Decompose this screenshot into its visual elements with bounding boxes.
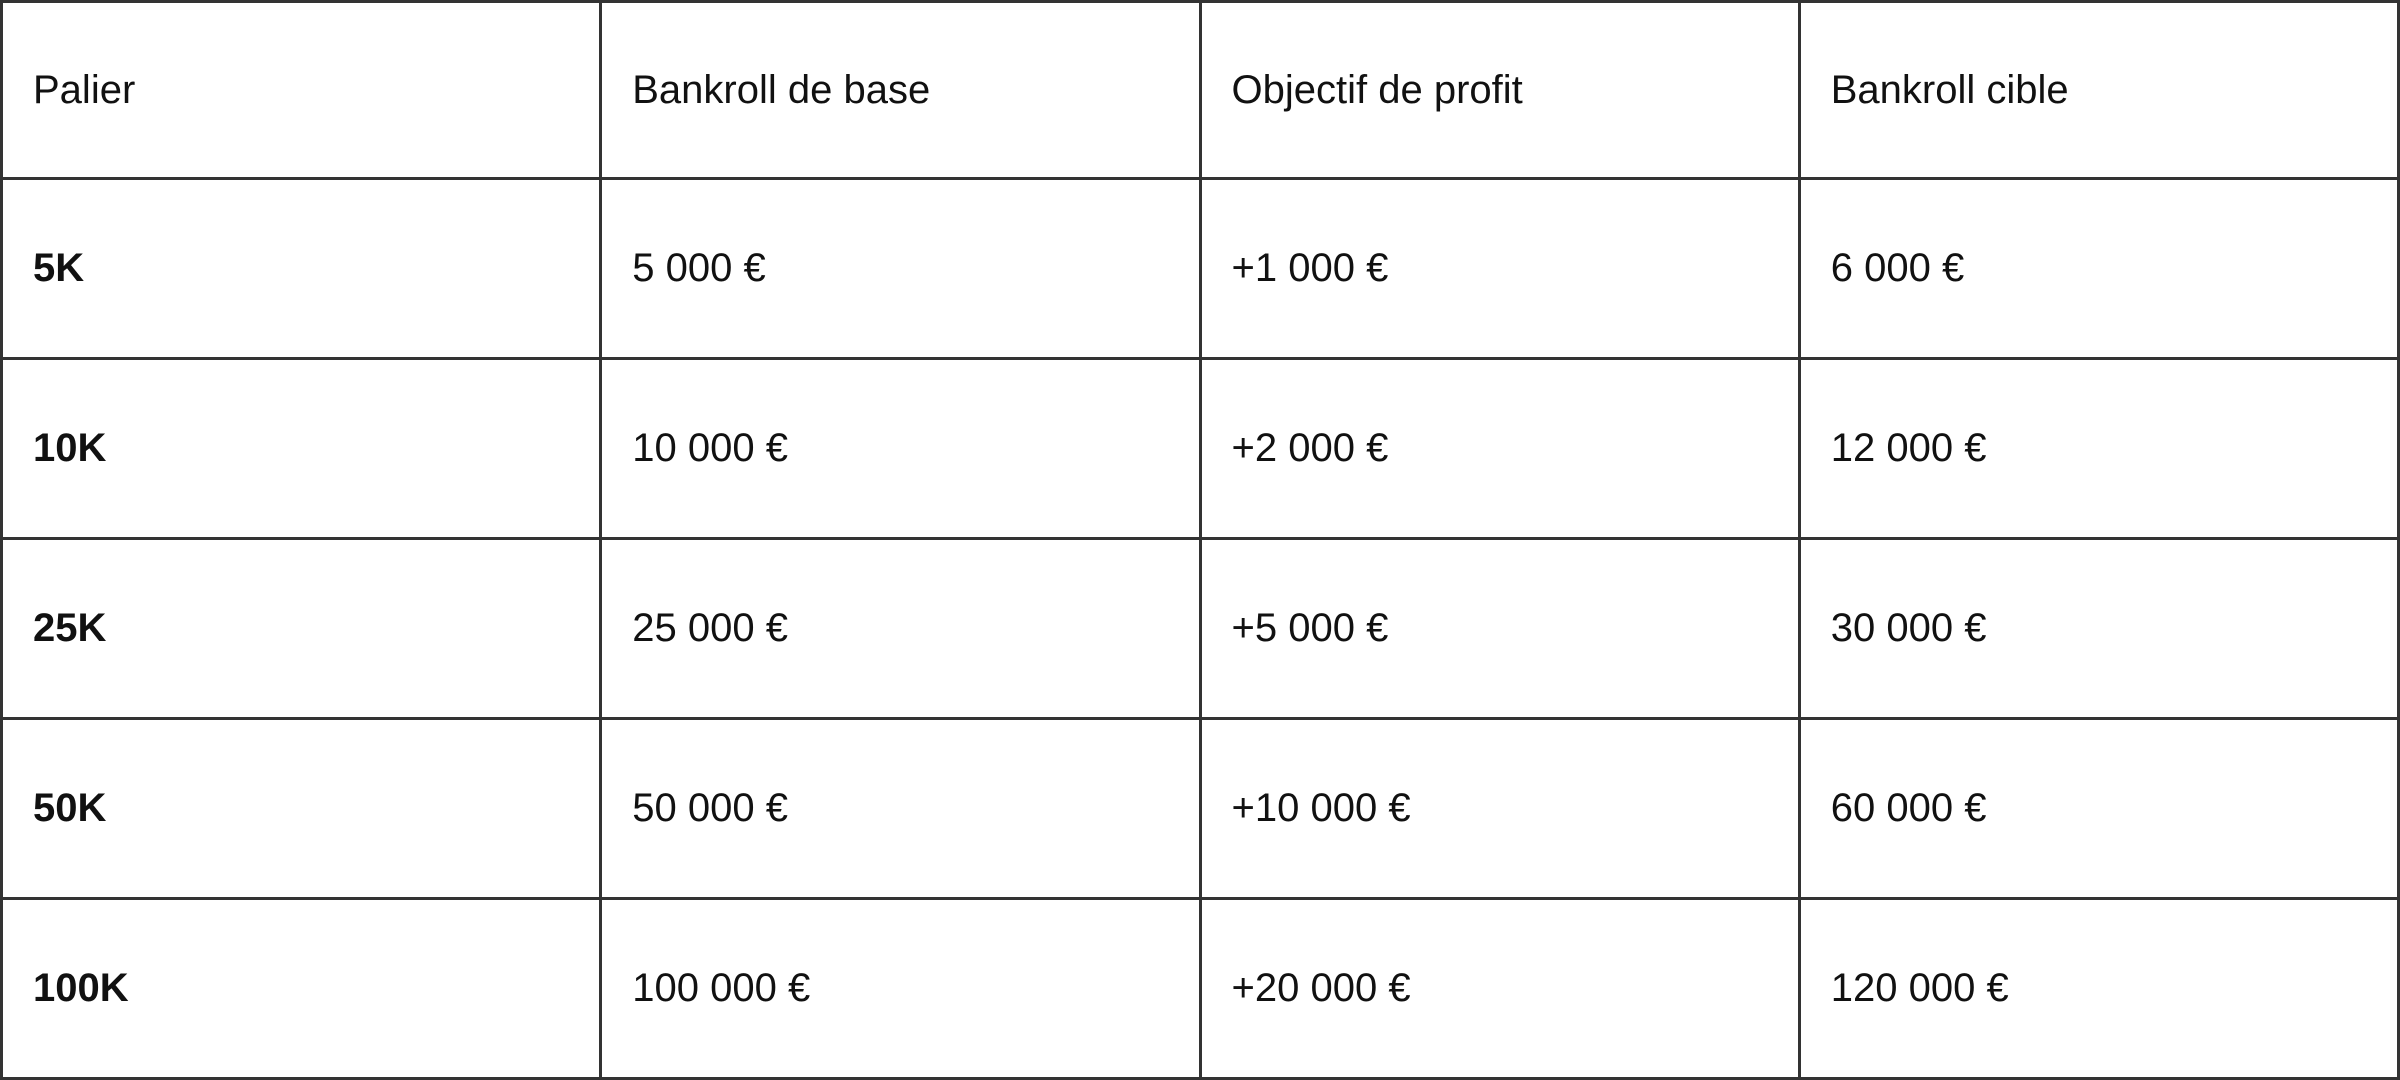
target-bankroll-cell: 30 000 € <box>1797 537 2400 720</box>
profit-objective-cell: +10 000 € <box>1198 717 1801 900</box>
table-row: 50K 50 000 € +10 000 €60 000 € <box>0 717 2400 900</box>
table-row: 100K 100 000 € +20 000 €120 000 € <box>0 897 2400 1080</box>
target-bankroll-cell: 120 000 € <box>1797 897 2400 1080</box>
header-profit-objective: Objectif de profit <box>1198 0 1801 180</box>
header-bankroll-base: Bankroll de base <box>599 0 1202 180</box>
table-row: 10K 10 000 € +2 000 €12 000 € <box>0 357 2400 540</box>
tier-cell: 25K <box>0 537 603 720</box>
tier-cell: 100K <box>0 897 603 1080</box>
base-bankroll-cell: 5 000 € <box>599 177 1202 360</box>
target-bankroll-cell: 12 000 € <box>1797 357 2400 540</box>
profit-objective-cell: +20 000 € <box>1198 897 1801 1080</box>
tier-cell: 50K <box>0 717 603 900</box>
base-bankroll-cell: 100 000 € <box>599 897 1202 1080</box>
profit-objective-cell: +1 000 € <box>1198 177 1801 360</box>
base-bankroll-cell: 25 000 € <box>599 537 1202 720</box>
table-row: 5K 5 000 € +1 000 €6 000 € <box>0 177 2400 360</box>
target-bankroll-cell: 6 000 € <box>1797 177 2400 360</box>
base-bankroll-cell: 10 000 € <box>599 357 1202 540</box>
target-bankroll-cell: 60 000 € <box>1797 717 2400 900</box>
tier-cell: 5K <box>0 177 603 360</box>
header-palier: Palier <box>0 0 603 180</box>
tier-cell: 10K <box>0 357 603 540</box>
header-bankroll-target: Bankroll cible <box>1797 0 2400 180</box>
base-bankroll-cell: 50 000 € <box>599 717 1202 900</box>
header-row: Palier Bankroll de base Objectif de prof… <box>0 0 2400 180</box>
profit-objective-cell: +5 000 € <box>1198 537 1801 720</box>
profit-objective-cell: +2 000 € <box>1198 357 1801 540</box>
table-row: 25K 25 000 € +5 000 €30 000 € <box>0 537 2400 720</box>
